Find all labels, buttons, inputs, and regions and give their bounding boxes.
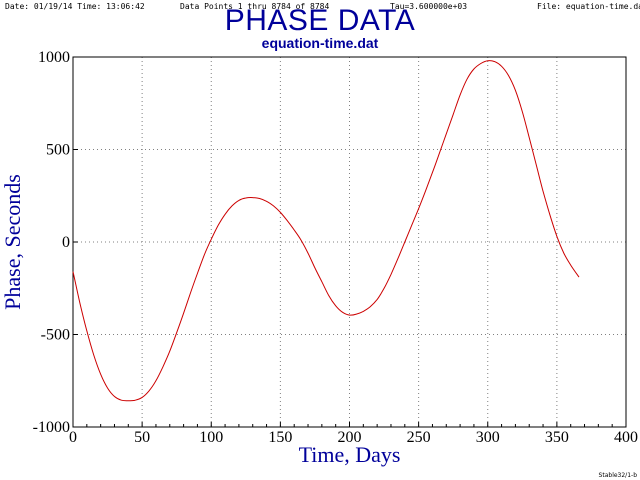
- y-tick-label: 1000: [38, 49, 70, 66]
- header-date: Date: 01/19/14: [5, 2, 73, 11]
- x-tick-label: 0: [69, 429, 77, 446]
- x-tick-label: 150: [268, 429, 292, 446]
- x-tick-label: 50: [134, 429, 150, 446]
- header-file: File: equation-time.dat: [537, 2, 640, 11]
- y-tick-label: 0: [62, 234, 70, 251]
- axis-ticks: 0 50 100 150 200 250 300 350 400 -1000 -500 0 500 100…: [33, 49, 638, 446]
- y-axis-title: Phase, Seconds: [0, 174, 25, 310]
- header-time: Time: 13:06:42: [77, 2, 145, 11]
- x-tick-label: 100: [199, 429, 223, 446]
- y-tick-label: 500: [46, 142, 70, 159]
- chart-title: PHASE DATA: [224, 4, 416, 37]
- y-tick-label: -500: [41, 327, 70, 344]
- x-tick-label: 250: [407, 429, 431, 446]
- series-line: [72, 60, 580, 402]
- x-tick-label: 350: [545, 429, 569, 446]
- footer-version: Stable32/1-b: [598, 472, 637, 479]
- header-data-points: Data Points 1 thru 8784 of 8784: [180, 2, 330, 11]
- grid: [73, 57, 626, 427]
- x-tick-label: 400: [614, 429, 638, 446]
- y-tick-label: -1000: [33, 419, 70, 436]
- x-axis-title: Time, Days: [299, 442, 401, 467]
- x-tick-label: 200: [338, 429, 362, 446]
- header-tau: Tau=3.600000e+03: [390, 2, 468, 11]
- x-tick-label: 300: [476, 429, 500, 446]
- chart-subtitle: equation-time.dat: [261, 35, 379, 51]
